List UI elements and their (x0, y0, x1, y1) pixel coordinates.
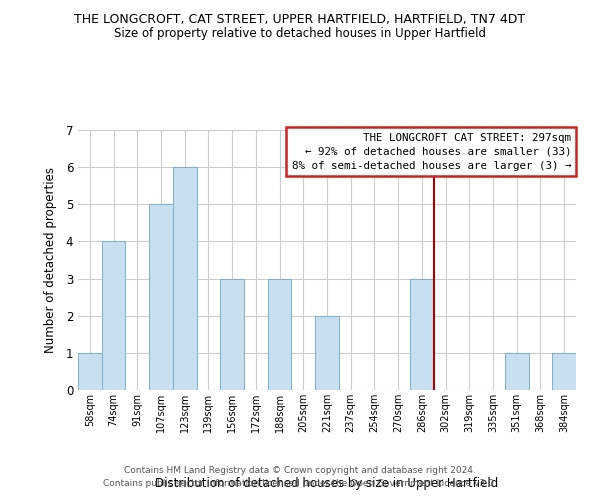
X-axis label: Distribution of detached houses by size in Upper Hartfield: Distribution of detached houses by size … (155, 476, 499, 490)
Bar (315, 316, 339, 390)
Text: THE LONGCROFT CAT STREET: 297sqm
← 92% of detached houses are smaller (33)
8% of: THE LONGCROFT CAT STREET: 297sqm ← 92% o… (292, 132, 571, 170)
Text: Contains HM Land Registry data © Crown copyright and database right 2024.
Contai: Contains HM Land Registry data © Crown c… (103, 466, 497, 487)
Bar (102, 242, 125, 390)
Bar (173, 167, 197, 390)
Text: THE LONGCROFT, CAT STREET, UPPER HARTFIELD, HARTFIELD, TN7 4DT: THE LONGCROFT, CAT STREET, UPPER HARTFIE… (74, 12, 526, 26)
Text: Size of property relative to detached houses in Upper Hartfield: Size of property relative to detached ho… (114, 28, 486, 40)
Y-axis label: Number of detached properties: Number of detached properties (44, 167, 58, 353)
Bar (552, 353, 576, 390)
Bar (505, 353, 529, 390)
Bar (220, 278, 244, 390)
Bar (149, 204, 173, 390)
Bar (268, 278, 292, 390)
Bar (410, 278, 434, 390)
Bar (78, 353, 102, 390)
